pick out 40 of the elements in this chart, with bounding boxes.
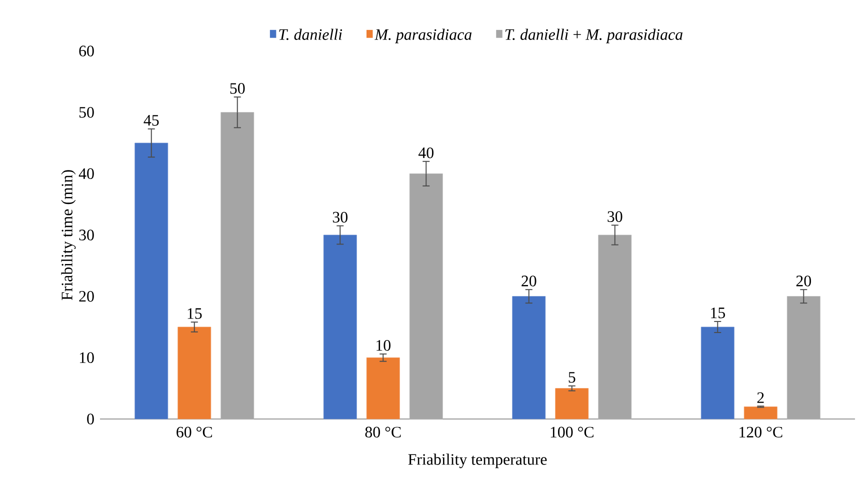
legend-label: T. danielli + M. parasidiaca: [505, 28, 682, 44]
legend-label: T. danielli: [279, 28, 342, 40]
y-tick-label: 40: [78, 168, 94, 180]
bar: [598, 234, 632, 420]
bar: [220, 112, 254, 420]
y-tick-label: 0: [87, 414, 94, 424]
x-tick-label: 80 °C: [365, 426, 401, 438]
y-tick-label: 50: [79, 106, 94, 118]
data-label: 10: [376, 340, 390, 351]
data-label: 20: [522, 276, 536, 286]
x-tick-label: 60 °C: [176, 426, 212, 438]
bar: [744, 406, 778, 420]
x-tick-label: 100 °C: [550, 426, 594, 438]
data-label: 30: [332, 212, 348, 223]
bar: [409, 173, 443, 420]
y-tick-label: 30: [79, 230, 94, 240]
data-label: 40: [418, 147, 434, 158]
data-label: 20: [796, 276, 811, 286]
data-label: 2: [757, 392, 764, 403]
bar: [700, 326, 734, 420]
x-tick-label: 120 °C: [740, 426, 782, 438]
data-label: 45: [144, 115, 159, 126]
data-label: 15: [188, 308, 202, 319]
legend-label: M. parasidiaca: [374, 28, 472, 44]
x-axis-title: Friability temperature: [408, 454, 547, 468]
y-axis-title: Friability time (min): [61, 170, 76, 300]
bar: [786, 296, 820, 420]
y-tick-label: 20: [79, 290, 94, 302]
bar: [555, 388, 589, 420]
y-tick-label: 10: [80, 352, 94, 364]
bar: [512, 296, 546, 420]
data-label: 30: [608, 211, 622, 222]
data-label: 50: [230, 83, 245, 94]
data-label: 5: [568, 372, 576, 383]
data-label: 15: [711, 308, 725, 318]
y-tick-label: 60: [79, 46, 94, 56]
bar: [323, 234, 357, 420]
bar: [178, 326, 212, 420]
bar: [134, 142, 168, 420]
bar: [366, 357, 400, 420]
